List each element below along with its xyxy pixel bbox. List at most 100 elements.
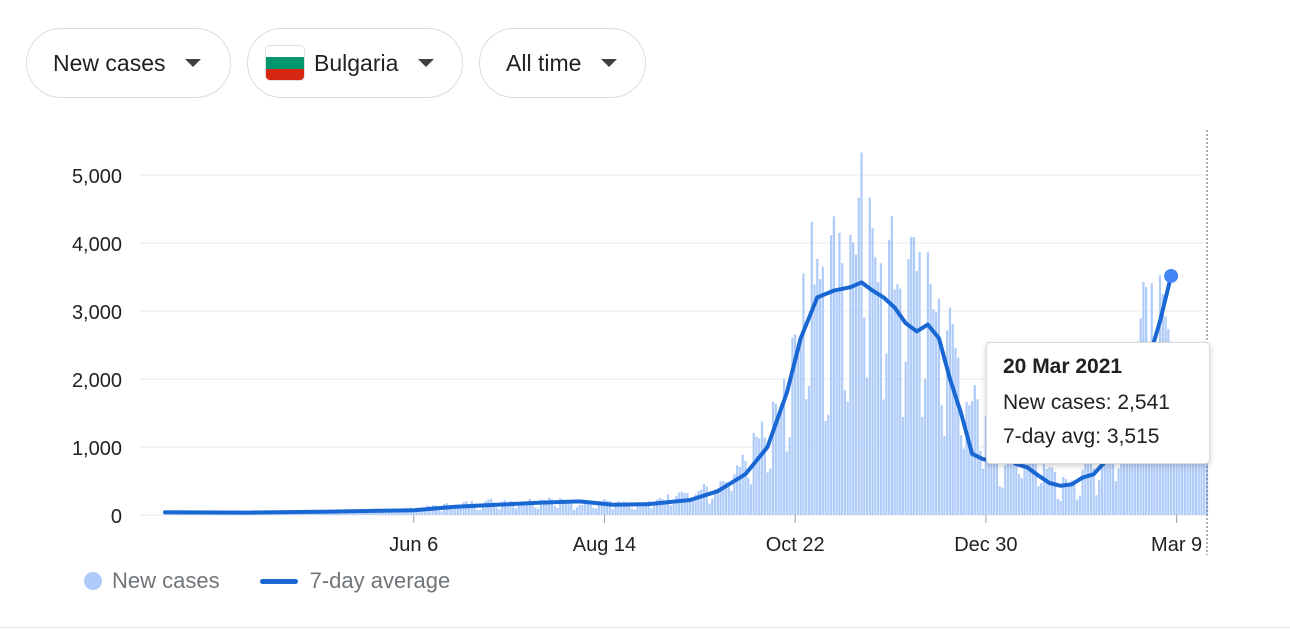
time-range-filter-dropdown[interactable]: All time xyxy=(479,28,646,98)
new-cases-bar xyxy=(401,511,404,515)
new-cases-bar xyxy=(622,501,625,515)
new-cases-bar xyxy=(868,197,871,515)
x-tick-label: Aug 14 xyxy=(573,534,636,556)
chevron-down-icon xyxy=(418,59,435,67)
new-cases-bar xyxy=(888,239,891,515)
seven-day-average-line xyxy=(163,274,1174,515)
bulgaria-flag-icon xyxy=(266,46,304,80)
new-cases-bar xyxy=(1078,495,1081,515)
new-cases-bar xyxy=(1106,440,1109,515)
new-cases-bar xyxy=(899,288,902,515)
metric-filter-dropdown[interactable]: New cases xyxy=(26,28,231,98)
new-cases-bar xyxy=(636,505,639,515)
new-cases-bar xyxy=(575,507,578,515)
new-cases-bar xyxy=(1081,469,1084,515)
new-cases-bar xyxy=(1012,427,1015,515)
new-cases-bar xyxy=(343,512,346,515)
new-cases-bar xyxy=(959,435,963,515)
new-cases-bar xyxy=(423,508,426,515)
new-cases-bar xyxy=(719,481,722,515)
new-cases-bar xyxy=(542,499,545,515)
new-cases-bar xyxy=(683,493,686,515)
new-cases-bar xyxy=(1015,426,1018,515)
new-cases-bar xyxy=(418,511,421,515)
new-cases-bar xyxy=(727,486,730,515)
new-cases-bar xyxy=(841,263,844,515)
new-cases-bar xyxy=(937,298,941,515)
new-cases-bar xyxy=(680,491,683,515)
new-cases-bar xyxy=(1067,486,1070,515)
new-cases-bar xyxy=(304,512,308,515)
new-cases-bar xyxy=(650,508,653,515)
new-cases-bar xyxy=(885,353,888,515)
new-cases-bar xyxy=(597,502,601,515)
new-cases-bar xyxy=(614,506,617,515)
new-cases-bar xyxy=(1040,483,1043,515)
new-cases-bar xyxy=(1020,478,1023,515)
new-cases-bar xyxy=(763,437,766,515)
new-cases-bar xyxy=(512,501,515,515)
new-cases-bar xyxy=(677,492,681,515)
new-cases-bar xyxy=(838,232,841,515)
new-cases-bar xyxy=(995,449,999,515)
new-cases-bar xyxy=(863,317,866,515)
new-cases-bar xyxy=(747,477,750,515)
new-cases-bar xyxy=(697,490,700,515)
new-cases-bar xyxy=(774,403,777,515)
chevron-down-icon xyxy=(185,59,202,67)
new-cases-bar xyxy=(990,448,993,515)
new-cases-bar xyxy=(625,503,628,515)
new-cases-bar xyxy=(1026,456,1029,515)
new-cases-bar xyxy=(760,421,764,515)
new-cases-bar xyxy=(611,509,614,515)
y-tick-label: 4,000 xyxy=(72,234,122,256)
new-cases-bar xyxy=(340,512,343,515)
new-cases-bar xyxy=(973,385,976,515)
region-filter-label: Bulgaria xyxy=(314,49,399,76)
new-cases-bar xyxy=(686,492,689,515)
new-cases-bar xyxy=(901,416,905,515)
new-cases-bar xyxy=(816,258,819,515)
new-cases-bar xyxy=(628,505,631,515)
new-cases-bar xyxy=(459,508,462,515)
new-cases-bar xyxy=(893,289,896,515)
new-cases-bar xyxy=(595,508,598,515)
new-cases-bar xyxy=(1051,467,1054,515)
new-cases-bar xyxy=(796,347,800,515)
new-cases-bar xyxy=(962,448,965,515)
new-cases-bar xyxy=(675,495,678,515)
new-cases-bar xyxy=(188,513,191,515)
new-cases-bar xyxy=(166,513,169,515)
new-cases-bar xyxy=(788,437,791,515)
new-cases-bar xyxy=(1048,467,1051,515)
new-cases-bar xyxy=(630,508,634,515)
new-cases-bar xyxy=(805,399,808,515)
new-cases-bar xyxy=(528,498,531,515)
new-cases-bar xyxy=(1004,464,1007,515)
new-cases-bar xyxy=(495,507,498,515)
new-cases-bar xyxy=(520,501,523,515)
new-cases-bar xyxy=(912,237,916,515)
new-cases-bar xyxy=(1087,457,1090,515)
new-cases-bar xyxy=(940,405,943,515)
chart-legend: New cases 7-day average xyxy=(84,568,450,594)
region-filter-dropdown[interactable]: Bulgaria xyxy=(247,28,463,98)
new-cases-bar xyxy=(473,503,476,515)
new-cases-bar xyxy=(907,259,910,515)
new-cases-bar xyxy=(666,494,670,515)
y-tick-label: 1,000 xyxy=(72,438,122,460)
new-cases-bar xyxy=(730,490,733,515)
new-cases-bar xyxy=(879,263,882,515)
new-cases-bar xyxy=(1117,468,1120,515)
new-cases-bar xyxy=(456,508,460,515)
new-cases-bar xyxy=(890,216,894,515)
new-cases-bar xyxy=(711,498,714,515)
new-cases-bar xyxy=(467,503,471,515)
tooltip-date: 20 Mar 2021 xyxy=(1003,355,1123,378)
new-cases-bar xyxy=(904,361,907,515)
new-cases-bar xyxy=(876,282,880,515)
new-cases-bar xyxy=(382,511,385,515)
new-cases-bar xyxy=(1192,448,1195,515)
cases-chart[interactable]: 0 1,000 2,000 3,000 4,000 5,000 Jun 6 Aug 14 Oct… xyxy=(0,120,1290,560)
new-cases-bar xyxy=(454,505,457,515)
